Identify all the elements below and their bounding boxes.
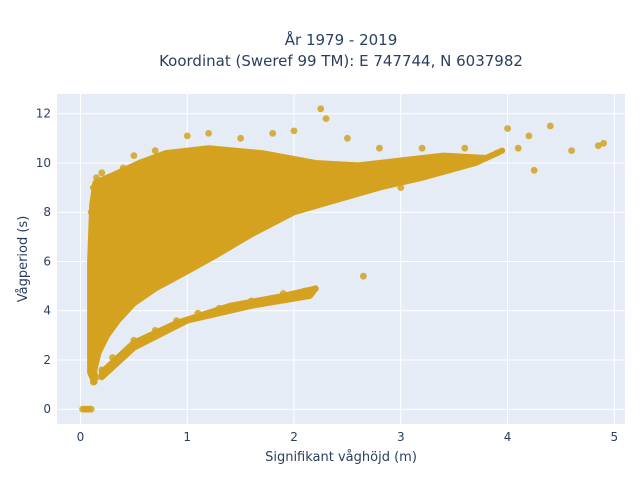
grid-lines xyxy=(57,94,625,424)
y-tick-labels: 0 2 4 6 8 10 12 xyxy=(36,107,51,417)
data-point xyxy=(98,169,106,177)
x-tick-label: 0 xyxy=(77,430,85,444)
data-point xyxy=(514,144,522,152)
data-point xyxy=(183,243,191,251)
y-tick-label: 0 xyxy=(43,402,51,416)
data-point xyxy=(89,378,97,386)
data-point xyxy=(215,304,223,312)
y-tick-label: 8 xyxy=(43,205,51,219)
x-tick-label: 4 xyxy=(504,430,512,444)
data-point xyxy=(87,208,95,216)
data-point xyxy=(279,290,287,297)
data-point xyxy=(360,272,367,280)
data-point xyxy=(109,354,116,361)
x-tick-label: 1 xyxy=(183,430,191,444)
y-tick-label: 6 xyxy=(43,254,51,268)
data-point xyxy=(344,176,351,184)
data-point xyxy=(130,152,138,160)
data-point xyxy=(183,132,191,140)
lower-point-band xyxy=(98,285,319,381)
x-tick-labels: 0 1 2 3 4 5 xyxy=(77,430,618,444)
data-point xyxy=(290,194,298,201)
data-point xyxy=(130,282,138,290)
data-point xyxy=(546,122,554,130)
data-point xyxy=(418,144,426,152)
data-point xyxy=(504,125,511,132)
data-points xyxy=(79,105,607,413)
x-tick-label: 5 xyxy=(611,430,619,444)
data-point xyxy=(317,105,325,113)
data-point xyxy=(312,285,319,292)
data-point xyxy=(151,147,159,155)
x-tick-label: 3 xyxy=(397,430,405,444)
data-point xyxy=(594,142,602,150)
data-point xyxy=(397,184,405,192)
data-point xyxy=(461,144,469,152)
y-tick-label: 2 xyxy=(43,353,51,367)
data-point xyxy=(322,115,330,122)
chart-title-line-2: Koordinat (Sweref 99 TM): E 747744, N 60… xyxy=(159,52,523,70)
data-point xyxy=(98,366,106,374)
data-point xyxy=(87,405,95,413)
data-point xyxy=(568,147,575,155)
y-tick-label: 10 xyxy=(36,156,51,170)
data-point xyxy=(87,245,95,253)
data-point xyxy=(237,221,245,228)
data-point xyxy=(525,132,533,140)
data-point xyxy=(344,134,351,142)
y-tick-label: 4 xyxy=(43,304,51,318)
data-point xyxy=(194,309,202,317)
point-cloud xyxy=(87,145,506,386)
data-point xyxy=(205,130,213,137)
data-point xyxy=(119,164,127,172)
data-point xyxy=(376,144,383,152)
data-point xyxy=(93,174,100,182)
data-point xyxy=(530,166,538,174)
data-point xyxy=(89,184,97,192)
data-point xyxy=(269,130,277,137)
x-tick-label: 2 xyxy=(290,430,298,444)
data-point xyxy=(237,134,245,142)
data-point xyxy=(130,336,138,344)
data-point xyxy=(376,169,383,177)
chart-title-line-1: År 1979 - 2019 xyxy=(285,30,398,49)
data-point xyxy=(290,127,298,135)
data-point xyxy=(247,297,255,305)
data-point xyxy=(151,327,159,334)
data-point xyxy=(173,317,181,324)
data-point xyxy=(493,149,501,157)
data-point xyxy=(301,287,309,295)
data-point xyxy=(93,373,100,381)
data-point xyxy=(600,139,607,147)
dense-point-cloud xyxy=(87,145,506,386)
x-axis-title: Signifikant våghöjd (m) xyxy=(265,450,417,465)
y-tick-label: 12 xyxy=(36,107,51,121)
y-axis-title: Vågperiod (s) xyxy=(16,216,31,303)
